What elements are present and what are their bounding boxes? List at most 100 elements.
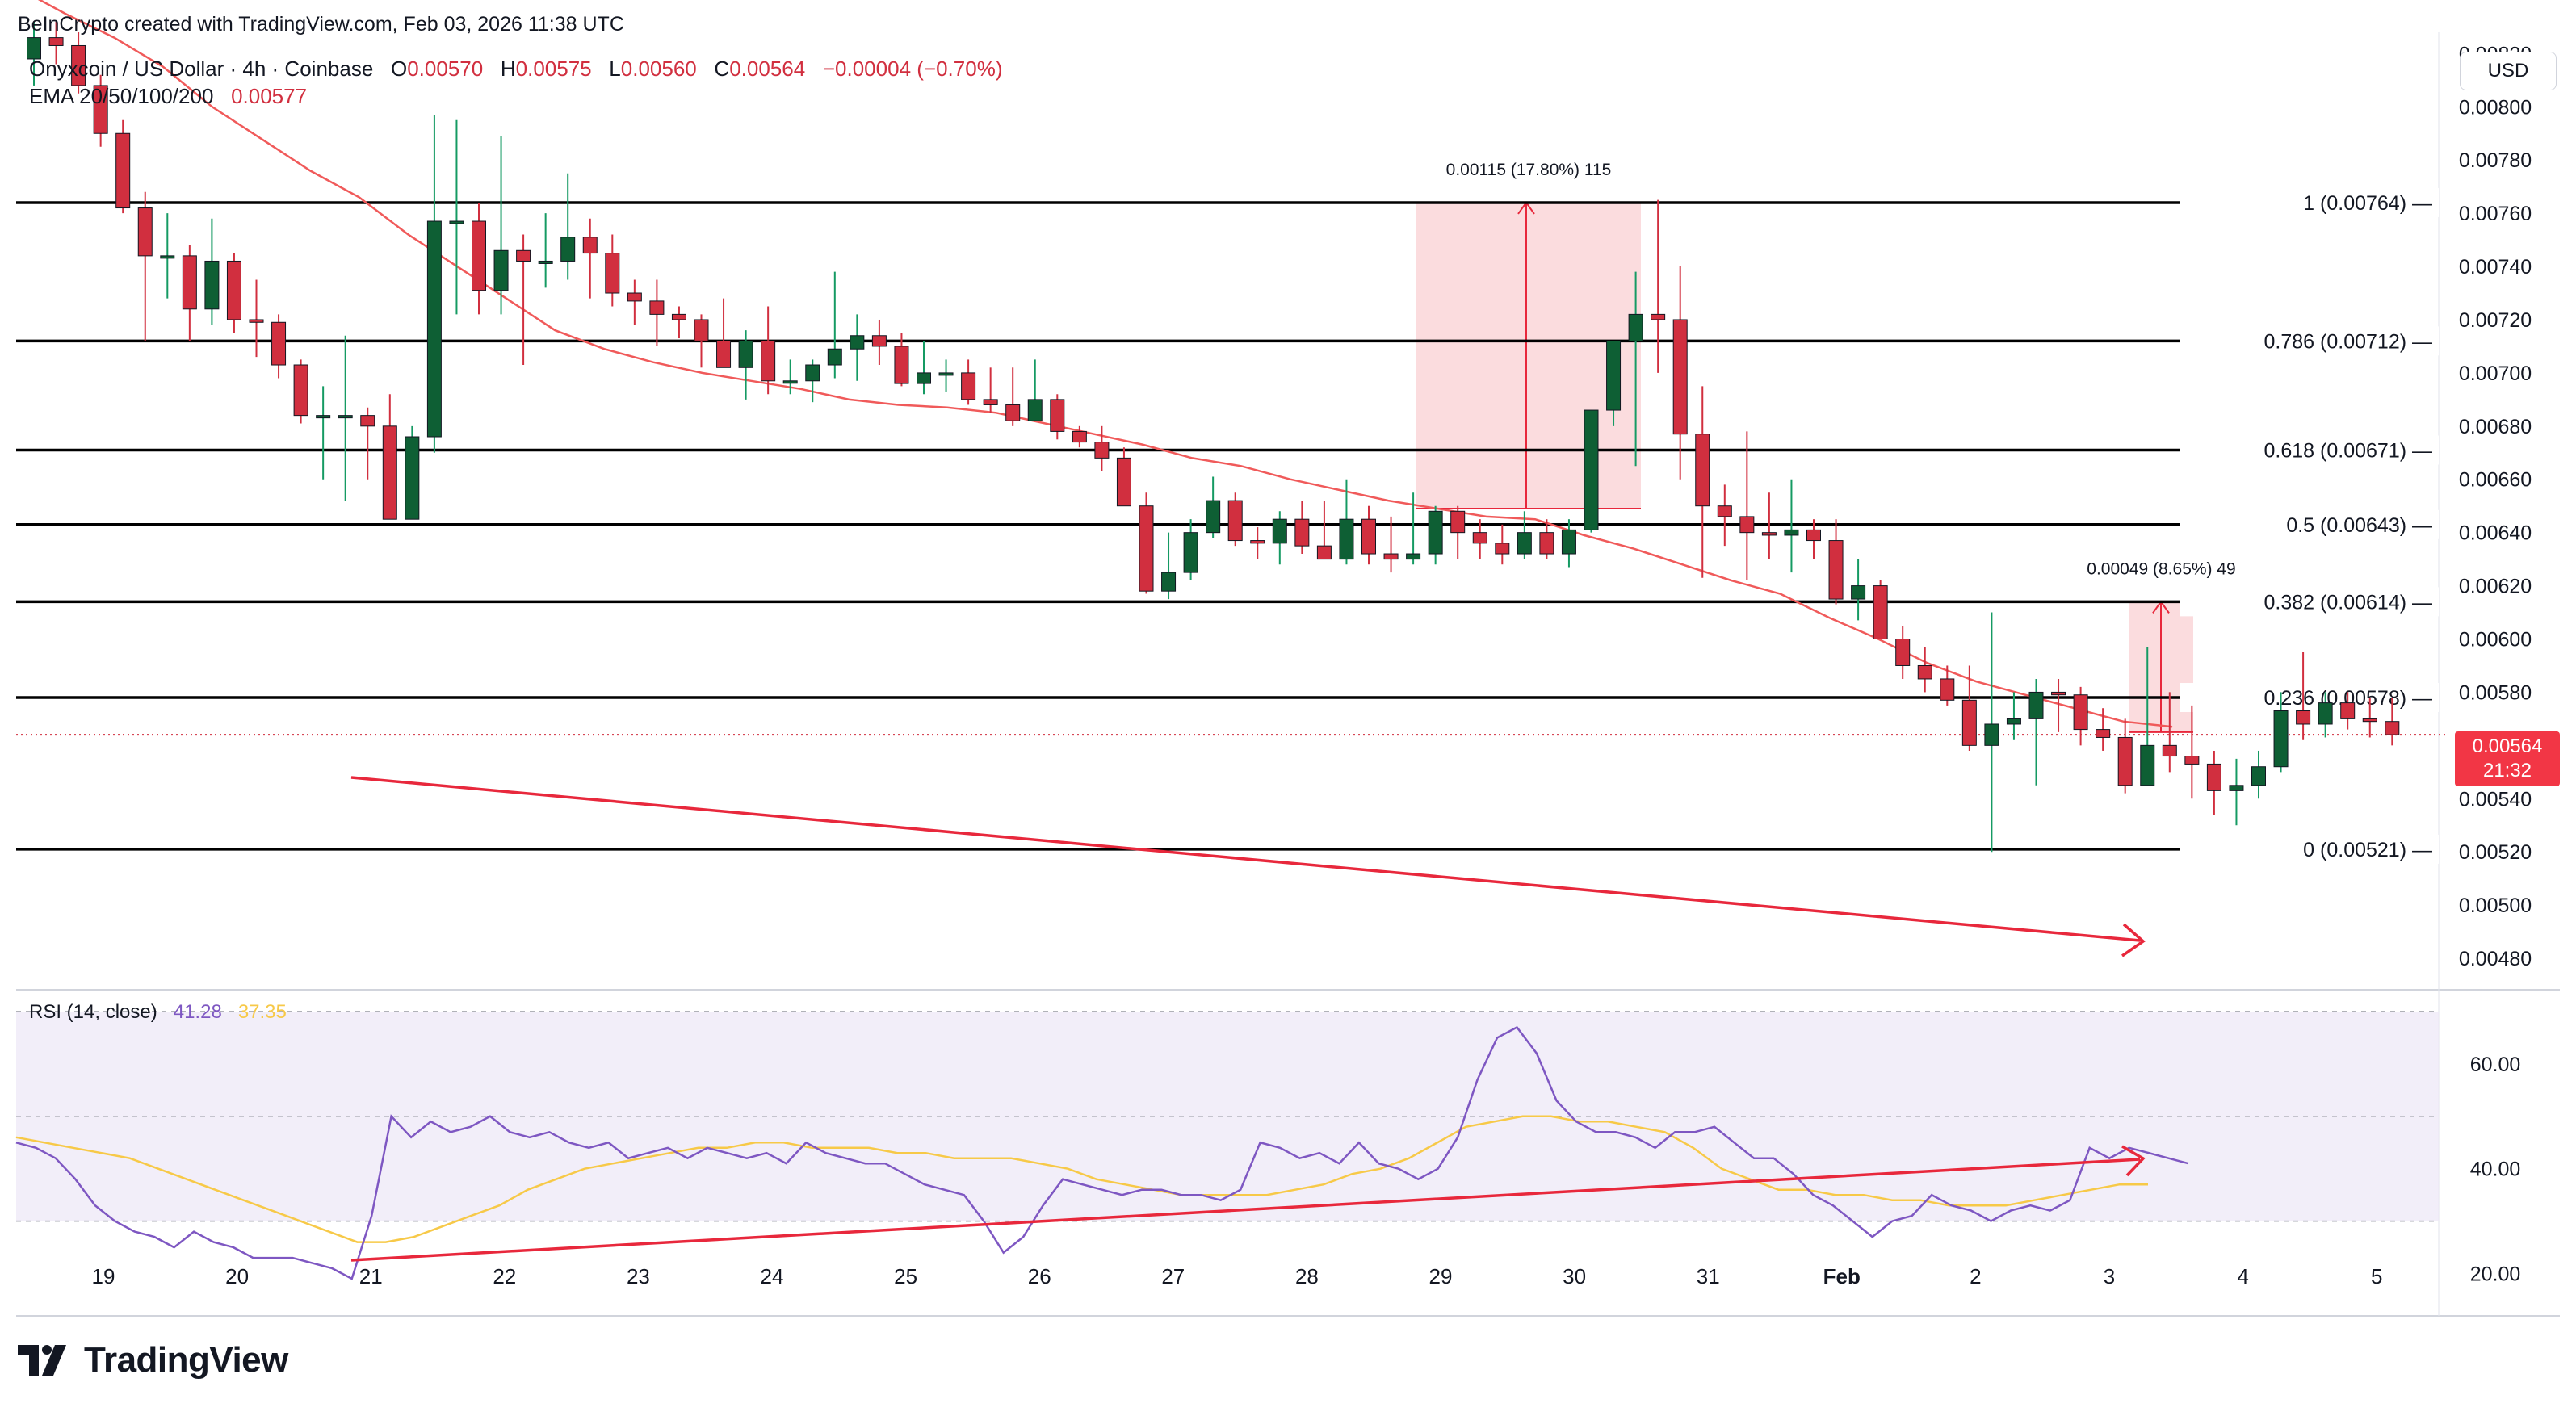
candle-body [1406, 553, 1421, 560]
candle-body [1672, 319, 1688, 435]
candle-body [226, 260, 241, 320]
candle-body [2184, 756, 2200, 765]
y-tick-label: 0.00500 [2459, 894, 2532, 917]
candle-body [1206, 500, 1221, 534]
x-tick-label: 27 [1161, 1264, 1185, 1288]
candle-body [1895, 639, 1911, 666]
x-tick-label: 29 [1429, 1264, 1453, 1288]
candle-body [1250, 540, 1265, 544]
candle-body [93, 85, 108, 134]
tradingview-logo-icon [18, 1345, 66, 1376]
tradingview-logo[interactable]: TradingView [18, 1340, 288, 1380]
y-tick-label: 0.00800 [2459, 96, 2532, 119]
candle-body [1606, 340, 1622, 411]
candle-body [649, 300, 665, 315]
open-value: 0.00570 [407, 57, 484, 81]
candle-body [1050, 399, 1065, 432]
candle-body [1495, 543, 1510, 555]
rsi-y-tick-label: 60.00 [2470, 1054, 2521, 1076]
candle-body [582, 237, 598, 254]
candle-body [1828, 540, 1844, 600]
candle-body [516, 249, 531, 262]
symbol-name: Onyxcoin / US Dollar · 4h · Coinbase [29, 57, 374, 81]
candle-body [1294, 518, 1310, 547]
candle-body [2162, 744, 2177, 757]
fib-level-label: 0.5 (0.00643) — [2286, 514, 2432, 537]
candle-body [2140, 744, 2155, 786]
candle-body [1517, 532, 1532, 555]
candle-body [382, 425, 397, 520]
candle-body [560, 237, 576, 262]
y-tick-label: 0.00720 [2459, 309, 2532, 332]
x-tick-label: 20 [225, 1264, 249, 1288]
candle-body [2362, 718, 2377, 723]
currency-button[interactable]: USD [2460, 52, 2557, 90]
y-tick-label: 0.00580 [2459, 681, 2532, 704]
candle-body [1784, 529, 1799, 536]
candle-body [293, 364, 308, 417]
candle-body [360, 415, 375, 427]
candle-body [204, 260, 220, 310]
candle-body [894, 346, 909, 384]
candle-body [1094, 442, 1110, 459]
x-tick-label: 21 [359, 1264, 383, 1288]
candle-body [338, 415, 353, 419]
x-tick-label: 19 [92, 1264, 115, 1288]
x-tick-label: 5 [2371, 1264, 2382, 1288]
measure-box [1416, 202, 1641, 509]
candle-body [983, 399, 998, 405]
rsi-label: RSI (14, close) [29, 1001, 157, 1023]
candle-body [2318, 702, 2333, 725]
candle-body [1361, 518, 1376, 555]
y-tick-label: 0.00480 [2459, 948, 2532, 970]
candle-body [2096, 729, 2111, 738]
candle-body [1940, 678, 1955, 701]
rsi-y-tick-label: 20.00 [2470, 1263, 2521, 1286]
x-tick-label: 24 [761, 1264, 784, 1288]
bar-countdown: 21:32 [2482, 760, 2532, 781]
candle-body [1339, 518, 1354, 560]
y-tick-label: 0.00740 [2459, 256, 2532, 279]
attribution-text: BeInCrypto created with TradingView.com,… [18, 13, 624, 36]
fib-label-bg [2180, 435, 2439, 465]
candle-body [1717, 505, 1732, 517]
candle-body [1651, 313, 1666, 320]
candle-body [538, 260, 553, 264]
candle-body [2006, 718, 2021, 725]
y-tick-label: 0.00780 [2459, 149, 2532, 172]
candle-body [961, 372, 976, 400]
candle-body [1561, 529, 1576, 555]
candle-body [2251, 766, 2266, 786]
candle-body [1472, 532, 1487, 544]
y-tick-label: 0.00640 [2459, 522, 2532, 545]
rsi-y-tick-label: 40.00 [2470, 1158, 2521, 1181]
measure-label: 0.00049 (8.65%) 49 [2087, 559, 2235, 578]
candle-body [2028, 691, 2044, 719]
candle-body [1027, 399, 1043, 421]
x-tick-label: 31 [1697, 1264, 1720, 1288]
fib-label-bg [2180, 509, 2439, 539]
fib-label-bg [2180, 683, 2439, 713]
candle-body [605, 253, 620, 294]
candle-body [115, 132, 131, 209]
fib-level-label: 0.786 (0.00712) — [2264, 330, 2432, 353]
candle-body [2229, 785, 2244, 791]
candle-body [405, 436, 420, 520]
candle-body [782, 380, 798, 384]
candle-body [1584, 409, 1599, 530]
close-value: 0.00564 [729, 57, 806, 81]
candle-body [493, 249, 509, 291]
rsi-ma-value: 37.35 [237, 1001, 287, 1023]
candle-body [449, 220, 464, 224]
candle-body [1316, 545, 1332, 560]
candle-body [1851, 585, 1866, 600]
open-label: O [390, 57, 408, 81]
last-price-tag: 0.00564 21:32 [2455, 731, 2560, 786]
fib-label-bg [2180, 326, 2439, 356]
x-tick-label: 28 [1295, 1264, 1319, 1288]
price-trendline-arrowhead [2121, 923, 2146, 957]
candle-body [1761, 532, 1777, 536]
candle-body [738, 340, 753, 368]
candle-body [182, 255, 197, 310]
y-tick-label: 0.00680 [2459, 416, 2532, 438]
